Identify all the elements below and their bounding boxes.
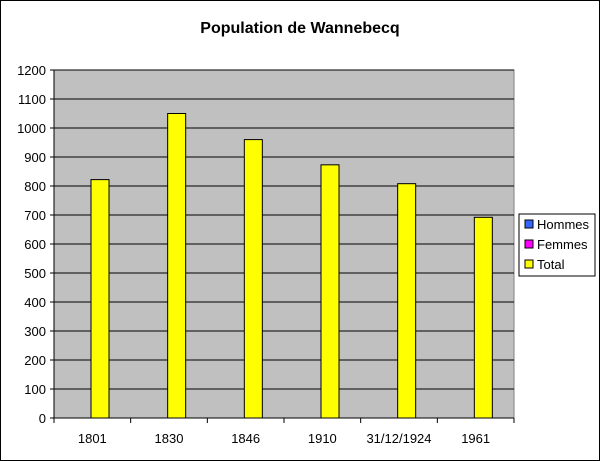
chart-title: Population de Wannebecq xyxy=(200,20,399,37)
y-tick-label: 100 xyxy=(24,382,46,397)
bar-total-1830 xyxy=(167,113,187,419)
x-tick-label: 1801 xyxy=(78,431,107,446)
y-tick-label: 0 xyxy=(39,411,46,426)
legend: Hommes Femmes Total xyxy=(518,213,596,277)
legend-label-femmes: Femmes xyxy=(537,237,588,252)
bar-total-1801 xyxy=(90,179,110,419)
y-tick-label: 1200 xyxy=(17,63,46,78)
legend-swatch-total xyxy=(524,259,534,269)
x-tick-label: 1910 xyxy=(308,431,337,446)
x-tick-label: 1846 xyxy=(231,431,260,446)
x-tick-label: 31/12/1924 xyxy=(366,431,431,446)
y-tick-label: 600 xyxy=(24,237,46,252)
y-tick-label: 1100 xyxy=(18,92,46,107)
y-tick-label: 500 xyxy=(24,266,46,281)
legend-swatch-hommes xyxy=(524,219,534,229)
bar-total-31-12-1924 xyxy=(397,183,417,419)
legend-label-hommes: Hommes xyxy=(537,217,590,232)
y-tick-label: 1000 xyxy=(17,121,46,136)
legend-label-total: Total xyxy=(537,257,565,272)
x-tick-label: 1830 xyxy=(155,431,184,446)
bar-total-1846 xyxy=(243,139,263,419)
plot-area: 0 100 200 300 400 500 600 700 800 900 1000 1100 1200… xyxy=(17,63,515,446)
y-tick-label: 400 xyxy=(24,295,46,310)
bar-total-1961 xyxy=(473,216,493,419)
y-tick-label: 200 xyxy=(24,353,46,368)
y-tick-label: 800 xyxy=(24,179,46,194)
y-tick-label: 700 xyxy=(24,208,46,223)
legend-swatch-femmes xyxy=(524,239,534,249)
x-tick-label: 1961 xyxy=(461,431,490,446)
y-tick-label: 300 xyxy=(24,324,46,339)
y-tick-label: 900 xyxy=(24,150,46,165)
bar-total-1910 xyxy=(320,164,340,419)
